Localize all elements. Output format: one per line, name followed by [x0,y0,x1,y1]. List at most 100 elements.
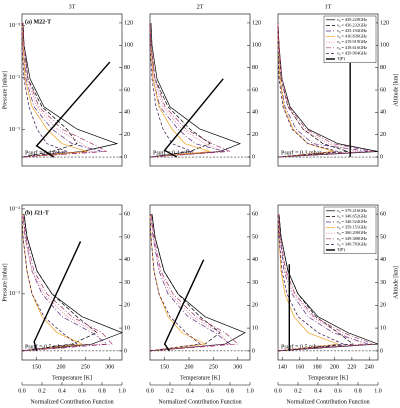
x-tick-label: 250 [81,364,90,370]
x2-tick-label: 0.8 [354,388,362,394]
y2-tick-label: 20 [124,303,130,309]
x2-tick-label: 0.0 [18,388,26,394]
panel: 10⁻³ 10⁻² 10⁻¹ 0 20 40 60 80 100 120 Psurf = 0.4 m… [9,13,133,167]
contribution-curve [277,22,339,158]
x-tick-label: 200 [57,364,66,370]
x-tick-label: 140 [278,364,287,370]
y2-tick-label: 10 [252,325,258,331]
plot-frame [149,204,251,361]
y2-tick-label: 0 [380,154,383,160]
panel-label: (b) J21-T [25,209,49,216]
y2-tick-label: 0 [124,154,127,160]
y2-axis-label: Altitude [km] [393,266,399,299]
y2-tick-label: 60 [124,211,130,217]
contribution-curve [149,22,231,158]
y2-tick-label: 0 [252,154,255,160]
contribution-curve [21,22,119,158]
x2-tick-label: 1.0 [246,388,254,394]
column-title: 3T [69,4,76,10]
x2-tick-label: 1.0 [118,388,126,394]
contribution-curve [149,214,207,352]
y-tick-label: 10⁻² [9,75,20,81]
y2-tick-label: 60 [380,87,386,93]
contribution-curve [21,214,98,352]
y2-tick-label: 40 [124,110,130,116]
y2-tick-label: 120 [252,20,261,26]
y2-tick-label: 30 [252,280,258,286]
x2-tick-label: 0.6 [206,388,214,394]
y2-tick-label: 120 [380,20,389,26]
x-tick-label: 220 [347,364,356,370]
contribution-curve [21,22,93,158]
x2-tick-label: 0.8 [98,388,106,394]
y2-tick-label: 80 [252,65,258,71]
contribution-curve [21,214,108,352]
y2-tick-label: 80 [380,65,386,71]
annotation: Psurf = 0.5 mbar [25,343,65,350]
x2-tick-label: 0.6 [334,388,342,394]
legend-label: ν₀ = 439.229GHz [337,17,367,22]
contribution-curve [149,22,211,158]
y2-tick-label: 0 [252,348,255,354]
y2-tick-label: 50 [124,234,130,240]
y2-tick-label: 50 [252,234,258,240]
y2-tick-label: 60 [380,211,386,217]
y2-tick-label: 40 [124,257,130,263]
x-tick-label: 150 [32,364,41,370]
x2-tick-label: 0.2 [166,388,174,394]
legend-label: ν₀ = 435.194GHz [337,28,367,33]
panel-label: (a) M22-T [25,18,51,25]
y2-tick-label: 60 [252,211,258,217]
annotation: Psurf = 0.3 mbar [281,149,321,156]
y2-tick-label: 60 [252,87,258,93]
annotation: Psurf = 0.5 mbar [281,343,321,350]
legend-label: ν₀ = 346.652GHz [337,213,367,218]
x-tick-label: 200 [185,364,194,370]
x-axis-label: Temperature [K] [180,375,220,381]
x-axis-label: Temperature [K] [52,375,92,381]
legend-box [323,206,377,254]
contribution-curve [277,22,359,158]
temperature-profile [163,78,224,158]
y2-tick-label: 30 [380,280,386,286]
legend-label: ν₀ = 418.616GHz [337,45,367,50]
y2-tick-label: 120 [124,20,133,26]
annotation: Psurf = 0.4 mbar [25,149,65,156]
temperature-profile [35,61,111,158]
contribution-curve [149,214,221,352]
contribution-curve [277,214,345,352]
legend-label: ν₀ = 379.216GHz [337,208,367,213]
x2-tick-label: 0.0 [274,388,282,394]
x-tick-label: 180 [313,364,322,370]
x-tick-label: 150 [160,364,169,370]
contribution-curve [21,214,103,352]
x-tick-label: 250 [209,364,218,370]
temperature-profile [33,241,82,352]
contribution-curve [277,214,374,352]
panel: 0 20 40 60 80 100 120 Psurf = 0.4 mbar [149,13,261,167]
y-tick-label: 10⁻¹ [9,291,20,297]
x-tick-label: 300 [233,364,242,370]
contribution-curve [149,22,193,158]
temperature-profile [163,259,205,352]
x2-tick-label: 0.4 [186,388,194,394]
panel: 0 10 20 30 40 50 60 140 160 180 200 220 240 0.0 0.2 0.4… [274,204,386,394]
x2-tick-label: 1.0 [374,388,382,394]
contribution-curve [21,22,103,158]
legend-label: ν₀ = 429.964GHz [337,50,367,55]
legend-label: ν₀ = 419.919GHz [337,39,367,44]
x2-tick-label: 0.6 [78,388,86,394]
column-title: 2T [197,4,204,10]
x-tick-label: 300 [105,364,114,370]
contribution-curve [21,214,113,352]
plot-frame [149,13,251,167]
x-tick-label: 240 [365,364,374,370]
y2-tick-label: 100 [124,43,133,49]
y2-tick-label: 40 [380,110,386,116]
y2-tick-label: 20 [380,303,386,309]
y2-tick-label: 0 [124,348,127,354]
annotation: Psurf = 0.4 mbar [153,149,193,156]
x2-axis-label: Normalized Contribution Function [286,399,369,405]
